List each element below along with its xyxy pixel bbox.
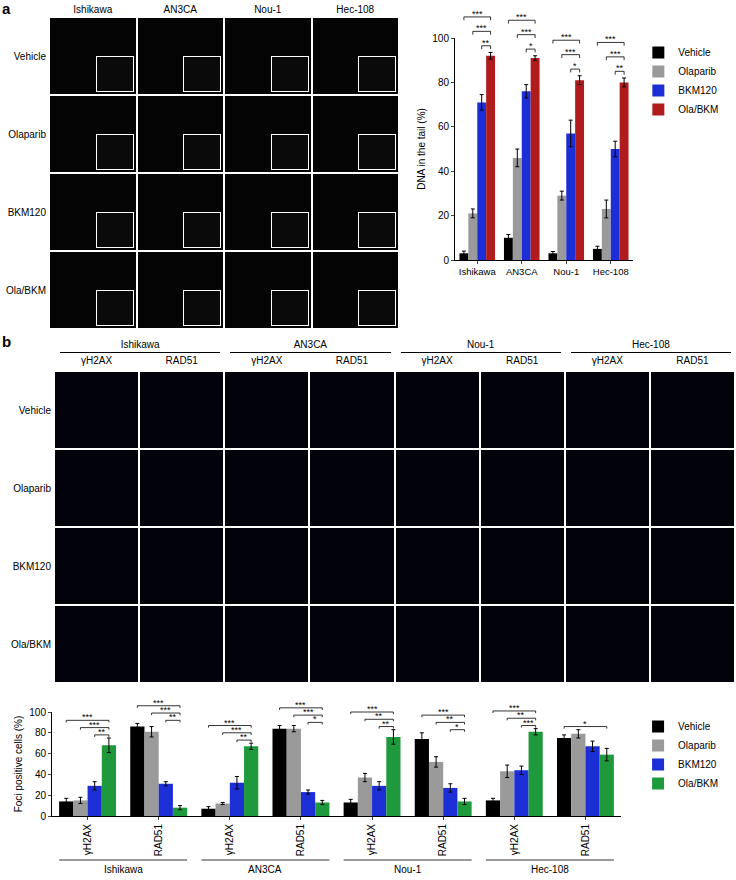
html-text:Hec-108: Hec-108	[336, 4, 375, 15]
svg-text:Olaparib: Olaparib	[678, 66, 716, 77]
svg-text:***: ***	[523, 718, 534, 728]
svg-text:Olaparib: Olaparib	[678, 740, 716, 751]
svg-text:DNA in the tail (%): DNA in the tail (%)	[416, 108, 427, 190]
svg-text:BKM120: BKM120	[678, 759, 717, 770]
html-text:Hec-108: Hec-108	[632, 339, 670, 350]
html-text:Vehicle: Vehicle	[18, 404, 51, 416]
svg-text:**: **	[446, 714, 454, 724]
svg-text:20: 20	[438, 210, 450, 221]
svg-text:**: **	[382, 719, 390, 729]
html-text:γH2AX: γH2AX	[421, 355, 453, 366]
html-text:γH2AX: γH2AX	[81, 355, 113, 366]
svg-text:*: *	[583, 719, 587, 729]
svg-text:Ola/BKM: Ola/BKM	[678, 104, 718, 115]
svg-text:***: ***	[610, 49, 621, 59]
svg-text:***: ***	[516, 12, 527, 22]
svg-text:Hec-108: Hec-108	[593, 266, 629, 277]
svg-text:Nou-1: Nou-1	[553, 266, 579, 277]
svg-text:Foci positive cells (%): Foci positive cells (%)	[13, 716, 24, 813]
svg-text:RAD51: RAD51	[580, 824, 591, 857]
svg-text:***: ***	[561, 32, 572, 42]
svg-text:γH2AX: γH2AX	[224, 824, 235, 855]
html-text:Olaparib: Olaparib	[8, 128, 46, 140]
svg-text:**: **	[517, 710, 525, 720]
html-text:AN3CA: AN3CA	[293, 339, 327, 350]
html-text:γH2AX: γH2AX	[251, 355, 283, 366]
html-text:RAD51: RAD51	[335, 355, 369, 366]
svg-text:0: 0	[40, 811, 46, 822]
svg-text:Hec-108: Hec-108	[531, 864, 569, 875]
svg-text:***: ***	[224, 718, 235, 728]
svg-text:***: ***	[367, 704, 378, 714]
svg-text:***: ***	[303, 707, 314, 717]
html-text:RAD51: RAD51	[676, 355, 709, 366]
svg-text:**: **	[482, 38, 490, 48]
html-text:Ola/BKM: Ola/BKM	[11, 638, 51, 650]
svg-text:*: *	[455, 722, 459, 732]
svg-text:40: 40	[35, 769, 47, 780]
svg-text:80: 80	[35, 727, 47, 738]
html-text:γH2AX: γH2AX	[591, 355, 623, 366]
html-text:Olaparib: Olaparib	[13, 482, 51, 494]
svg-text:60: 60	[35, 748, 47, 759]
html-text:RAD51: RAD51	[165, 355, 198, 366]
html-text:Nou-1: Nou-1	[467, 339, 495, 350]
svg-text:60: 60	[438, 121, 450, 132]
svg-text:***: ***	[295, 700, 306, 710]
html-text:AN3CA: AN3CA	[163, 4, 197, 15]
svg-text:***: ***	[153, 698, 164, 708]
svg-text:***: ***	[565, 47, 576, 57]
svg-text:**: **	[616, 63, 624, 73]
svg-text:***: ***	[89, 720, 100, 730]
html-text:Ishikawa: Ishikawa	[73, 4, 113, 15]
svg-text:Vehicle: Vehicle	[678, 47, 711, 58]
svg-text:Vehicle: Vehicle	[678, 721, 711, 732]
html-text:BKM120: BKM120	[12, 560, 51, 572]
svg-text:RAD51: RAD51	[153, 824, 164, 857]
svg-text:Ishikawa: Ishikawa	[459, 266, 497, 277]
svg-text:***: ***	[509, 703, 520, 713]
svg-text:*: *	[313, 714, 317, 724]
html-text:BKM120: BKM120	[7, 206, 46, 218]
svg-text:40: 40	[438, 166, 450, 177]
svg-text:γH2AX: γH2AX	[366, 824, 377, 855]
svg-text:Nou-1: Nou-1	[394, 864, 422, 875]
svg-text:RAD51: RAD51	[295, 824, 306, 857]
svg-text:***: ***	[472, 9, 483, 19]
svg-text:20: 20	[35, 790, 47, 801]
svg-text:AN3CA: AN3CA	[506, 266, 538, 277]
svg-text:100: 100	[29, 707, 46, 718]
svg-text:*: *	[529, 41, 533, 51]
svg-text:*: *	[573, 61, 577, 71]
html-text:a: a	[2, 0, 11, 17]
svg-text:***: ***	[476, 23, 487, 33]
svg-text:100: 100	[432, 33, 449, 44]
svg-text:BKM120: BKM120	[678, 85, 717, 96]
svg-text:γH2AX: γH2AX	[82, 824, 93, 855]
svg-text:***: ***	[521, 27, 532, 37]
svg-text:**: **	[98, 727, 106, 737]
svg-text:***: ***	[231, 725, 242, 735]
svg-text:**: **	[240, 732, 248, 742]
html-text:Vehicle: Vehicle	[13, 50, 46, 62]
html-text:Ola/BKM: Ola/BKM	[6, 284, 46, 296]
svg-text:Ishikawa: Ishikawa	[104, 864, 143, 875]
svg-text:**: **	[375, 711, 383, 721]
html-text:Ishikawa: Ishikawa	[120, 339, 160, 350]
svg-text:***: ***	[438, 707, 449, 717]
svg-text:γH2AX: γH2AX	[509, 824, 520, 855]
svg-text:***: ***	[160, 705, 171, 715]
svg-text:RAD51: RAD51	[437, 824, 448, 857]
html-text:RAD51: RAD51	[506, 355, 539, 366]
svg-text:***: ***	[605, 34, 616, 44]
html-text:Nou-1: Nou-1	[254, 4, 282, 15]
svg-text:0: 0	[443, 255, 449, 266]
svg-text:**: **	[169, 712, 177, 722]
svg-text:AN3CA: AN3CA	[248, 864, 282, 875]
html-text:b: b	[2, 333, 12, 350]
svg-text:80: 80	[438, 77, 450, 88]
svg-text:Ola/BKM: Ola/BKM	[678, 778, 718, 789]
svg-text:***: ***	[82, 712, 93, 722]
